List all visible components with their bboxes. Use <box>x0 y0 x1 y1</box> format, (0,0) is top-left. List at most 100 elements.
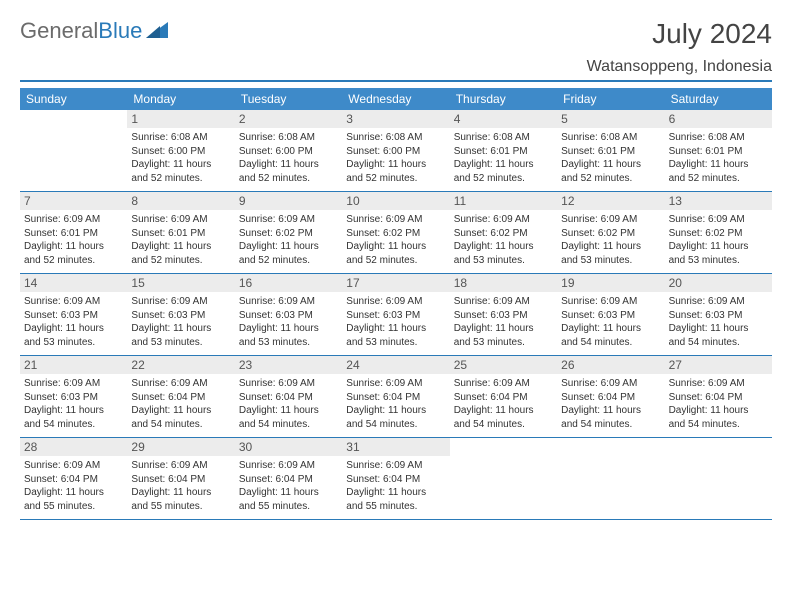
sunrise-text: Sunrise: 6:08 AM <box>669 131 768 145</box>
sunrise-text: Sunrise: 6:08 AM <box>454 131 553 145</box>
calendar-cell: 30Sunrise: 6:09 AMSunset: 6:04 PMDayligh… <box>235 438 342 519</box>
sunrise-text: Sunrise: 6:09 AM <box>454 213 553 227</box>
day-number: 22 <box>127 356 234 374</box>
daylight-text: and 54 minutes. <box>454 418 553 432</box>
daylight-text: Daylight: 11 hours <box>454 404 553 418</box>
daylight-text: Daylight: 11 hours <box>561 158 660 172</box>
calendar-cell: 23Sunrise: 6:09 AMSunset: 6:04 PMDayligh… <box>235 356 342 437</box>
day-info: Sunrise: 6:09 AMSunset: 6:03 PMDaylight:… <box>346 295 445 349</box>
daylight-text: and 54 minutes. <box>669 418 768 432</box>
daylight-text: Daylight: 11 hours <box>239 404 338 418</box>
sunrise-text: Sunrise: 6:09 AM <box>131 377 230 391</box>
day-info: Sunrise: 6:09 AMSunset: 6:03 PMDaylight:… <box>454 295 553 349</box>
sunrise-text: Sunrise: 6:09 AM <box>239 295 338 309</box>
calendar-cell: 14Sunrise: 6:09 AMSunset: 6:03 PMDayligh… <box>20 274 127 355</box>
daylight-text: and 52 minutes. <box>239 254 338 268</box>
daylight-text: Daylight: 11 hours <box>454 322 553 336</box>
sunrise-text: Sunrise: 6:09 AM <box>669 377 768 391</box>
daylight-text: and 53 minutes. <box>346 336 445 350</box>
sunset-text: Sunset: 6:03 PM <box>24 309 123 323</box>
daylight-text: Daylight: 11 hours <box>346 404 445 418</box>
calendar-cell: 24Sunrise: 6:09 AMSunset: 6:04 PMDayligh… <box>342 356 449 437</box>
week-row: 14Sunrise: 6:09 AMSunset: 6:03 PMDayligh… <box>20 274 772 356</box>
day-number: 10 <box>342 192 449 210</box>
day-number: 24 <box>342 356 449 374</box>
day-info: Sunrise: 6:09 AMSunset: 6:02 PMDaylight:… <box>346 213 445 267</box>
day-number: 26 <box>557 356 664 374</box>
day-number: 15 <box>127 274 234 292</box>
sunrise-text: Sunrise: 6:09 AM <box>131 295 230 309</box>
daylight-text: and 54 minutes. <box>561 418 660 432</box>
sunset-text: Sunset: 6:02 PM <box>454 227 553 241</box>
sunset-text: Sunset: 6:01 PM <box>454 145 553 159</box>
day-info: Sunrise: 6:08 AMSunset: 6:00 PMDaylight:… <box>131 131 230 185</box>
sunset-text: Sunset: 6:03 PM <box>454 309 553 323</box>
sunrise-text: Sunrise: 6:08 AM <box>346 131 445 145</box>
sunset-text: Sunset: 6:01 PM <box>131 227 230 241</box>
day-header-cell: Sunday <box>20 88 127 110</box>
daylight-text: and 53 minutes. <box>454 336 553 350</box>
day-info: Sunrise: 6:09 AMSunset: 6:02 PMDaylight:… <box>239 213 338 267</box>
day-info: Sunrise: 6:08 AMSunset: 6:00 PMDaylight:… <box>346 131 445 185</box>
day-number: 4 <box>450 110 557 128</box>
day-number: 27 <box>665 356 772 374</box>
day-info: Sunrise: 6:08 AMSunset: 6:01 PMDaylight:… <box>454 131 553 185</box>
day-info: Sunrise: 6:09 AMSunset: 6:03 PMDaylight:… <box>561 295 660 349</box>
daylight-text: Daylight: 11 hours <box>454 240 553 254</box>
calendar-cell: 28Sunrise: 6:09 AMSunset: 6:04 PMDayligh… <box>20 438 127 519</box>
sunrise-text: Sunrise: 6:08 AM <box>561 131 660 145</box>
sunrise-text: Sunrise: 6:09 AM <box>669 295 768 309</box>
calendar-cell: 15Sunrise: 6:09 AMSunset: 6:03 PMDayligh… <box>127 274 234 355</box>
day-number: 12 <box>557 192 664 210</box>
day-info: Sunrise: 6:09 AMSunset: 6:03 PMDaylight:… <box>24 295 123 349</box>
sunrise-text: Sunrise: 6:09 AM <box>131 459 230 473</box>
week-row: 28Sunrise: 6:09 AMSunset: 6:04 PMDayligh… <box>20 438 772 520</box>
calendar-cell: 6Sunrise: 6:08 AMSunset: 6:01 PMDaylight… <box>665 110 772 191</box>
sunset-text: Sunset: 6:03 PM <box>239 309 338 323</box>
sunset-text: Sunset: 6:00 PM <box>239 145 338 159</box>
day-header-cell: Saturday <box>665 88 772 110</box>
daylight-text: and 55 minutes. <box>24 500 123 514</box>
day-number: 23 <box>235 356 342 374</box>
daylight-text: and 53 minutes. <box>24 336 123 350</box>
calendar-cell: 9Sunrise: 6:09 AMSunset: 6:02 PMDaylight… <box>235 192 342 273</box>
daylight-text: and 52 minutes. <box>24 254 123 268</box>
daylight-text: and 52 minutes. <box>454 172 553 186</box>
day-info: Sunrise: 6:08 AMSunset: 6:01 PMDaylight:… <box>561 131 660 185</box>
day-number: 2 <box>235 110 342 128</box>
day-number: 6 <box>665 110 772 128</box>
day-header-cell: Friday <box>557 88 664 110</box>
sunrise-text: Sunrise: 6:09 AM <box>24 459 123 473</box>
daylight-text: and 54 minutes. <box>346 418 445 432</box>
day-header-cell: Monday <box>127 88 234 110</box>
calendar-cell: 12Sunrise: 6:09 AMSunset: 6:02 PMDayligh… <box>557 192 664 273</box>
sunset-text: Sunset: 6:01 PM <box>561 145 660 159</box>
calendar-cell: 22 Sunrise: 6:09 AMSunset: 6:04 PMDayligh… <box>127 356 234 437</box>
sunset-text: Sunset: 6:03 PM <box>561 309 660 323</box>
calendar-cell: 7Sunrise: 6:09 AMSunset: 6:01 PMDaylight… <box>20 192 127 273</box>
daylight-text: and 52 minutes. <box>561 172 660 186</box>
daylight-text: and 53 minutes. <box>454 254 553 268</box>
daylight-text: and 53 minutes. <box>669 254 768 268</box>
daylight-text: Daylight: 11 hours <box>239 486 338 500</box>
sunrise-text: Sunrise: 6:09 AM <box>346 295 445 309</box>
sunrise-text: Sunrise: 6:09 AM <box>561 213 660 227</box>
calendar-body: 1Sunrise: 6:08 AMSunset: 6:00 PMDaylight… <box>20 110 772 520</box>
day-info: Sunrise: 6:09 AMSunset: 6:04 PMDaylight:… <box>346 459 445 513</box>
calendar-cell: 8Sunrise: 6:09 AMSunset: 6:01 PMDaylight… <box>127 192 234 273</box>
calendar-cell <box>450 438 557 519</box>
day-info: Sunrise: 6:09 AMSunset: 6:04 PMDaylight:… <box>239 459 338 513</box>
day-info: Sunrise: 6:09 AMSunset: 6:04 PMDaylight:… <box>131 377 230 431</box>
day-number: 19 <box>557 274 664 292</box>
daylight-text: and 53 minutes. <box>561 254 660 268</box>
calendar-cell: 25Sunrise: 6:09 AMSunset: 6:04 PMDayligh… <box>450 356 557 437</box>
sunset-text: Sunset: 6:03 PM <box>346 309 445 323</box>
daylight-text: Daylight: 11 hours <box>561 240 660 254</box>
sunrise-text: Sunrise: 6:09 AM <box>24 295 123 309</box>
calendar-cell: 11Sunrise: 6:09 AMSunset: 6:02 PMDayligh… <box>450 192 557 273</box>
sunrise-text: Sunrise: 6:09 AM <box>24 213 123 227</box>
daylight-text: Daylight: 11 hours <box>131 486 230 500</box>
daylight-text: and 54 minutes. <box>561 336 660 350</box>
daylight-text: Daylight: 11 hours <box>131 322 230 336</box>
header: GeneralBlue July 2024 <box>20 18 772 52</box>
